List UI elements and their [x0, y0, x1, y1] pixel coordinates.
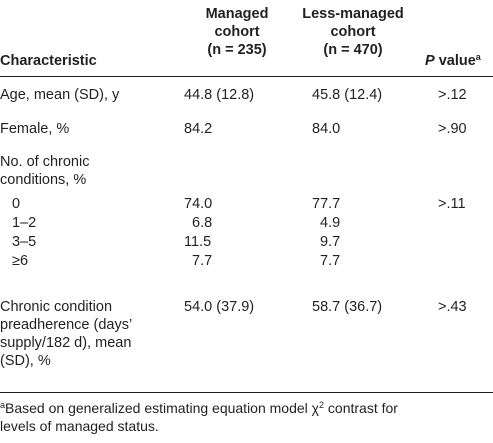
header-less-line1: Less-managed — [302, 6, 404, 22]
header-managed-line2: cohort — [214, 24, 260, 40]
row-p-0: >.11 — [438, 196, 466, 212]
row-label-preadherence-line3: supply/182 d), mean — [0, 335, 132, 351]
row-managed-preadherence: 54.0 (37.9) — [184, 299, 255, 315]
row-label-preadherence-line2: preadherence (days’ — [0, 317, 133, 333]
row-managed-female: 84.2 — [184, 121, 213, 137]
row-label-age: Age, mean (SD), y — [0, 87, 120, 103]
row-label-0: 0 — [12, 196, 21, 212]
row-label-preadherence-line4: (SD), % — [0, 353, 51, 369]
footnote-chi: χ — [311, 400, 320, 416]
row-managed-0: 74.0 — [184, 196, 213, 212]
header-p-italic: P — [425, 53, 435, 69]
row-managed-6-plus: 7.7 — [192, 253, 213, 269]
footnote-line1: aBased on generalized estimating equatio… — [0, 399, 493, 417]
footnote-text-after: contrast for — [324, 400, 398, 416]
footnote-text-before: Based on generalized estimating equation… — [5, 400, 312, 416]
row-less-age: 45.8 (12.4) — [312, 87, 383, 103]
row-managed-1-2: 6.8 — [192, 215, 213, 231]
row-less-1-2: 4.9 — [320, 215, 341, 231]
row-label-female: Female, % — [0, 121, 70, 137]
footnote-line2: levels of managed status. — [0, 418, 159, 434]
header-managed-line1: Managed — [205, 6, 269, 22]
row-label-chronic-count-line1: No. of chronic — [0, 154, 90, 170]
row-p-age: >.12 — [438, 87, 467, 103]
footnote: aBased on generalized estimating equatio… — [0, 399, 493, 435]
row-p-preadherence: >.43 — [438, 299, 467, 315]
row-p-female: >.90 — [438, 121, 467, 137]
row-managed-3-5: 11.5 — [184, 234, 212, 250]
header-managed-line3: (n = 235) — [207, 42, 267, 58]
row-less-female: 84.0 — [312, 121, 341, 137]
row-managed-age: 44.8 (12.8) — [184, 87, 255, 103]
row-less-preadherence: 58.7 (36.7) — [312, 299, 383, 315]
footnote-marker: a — [0, 400, 6, 410]
header-p-footnote-marker: a — [475, 52, 481, 62]
header-managed: Managed cohort (n = 235) — [172, 5, 302, 59]
row-less-6-plus: 7.7 — [320, 253, 341, 269]
header-p-suffix: value — [434, 53, 476, 69]
row-less-0: 77.7 — [312, 196, 341, 212]
row-label-preadherence: Chronic condition preadherence (days’ su… — [0, 298, 132, 370]
header-characteristic: Characteristic — [0, 53, 97, 69]
footnote-chi-superscript: 2 — [319, 400, 325, 410]
row-label-1-2: 1–2 — [12, 215, 37, 231]
row-label-chronic-count-line2: conditions, % — [0, 172, 87, 188]
row-label-chronic-count: No. of chronic conditions, % — [0, 153, 89, 189]
header-rule — [0, 76, 493, 77]
header-p-value: P valuea — [425, 52, 481, 70]
row-label-6-plus: ≥6 — [12, 253, 29, 269]
header-less-line2: cohort — [330, 24, 376, 40]
row-label-preadherence-line1: Chronic condition — [0, 299, 113, 315]
bottom-rule — [0, 392, 493, 393]
row-label-3-5: 3–5 — [12, 234, 37, 250]
header-less-managed: Less-managed cohort (n = 470) — [298, 5, 408, 59]
row-less-3-5: 9.7 — [320, 234, 341, 250]
header-less-line3: (n = 470) — [323, 42, 383, 58]
